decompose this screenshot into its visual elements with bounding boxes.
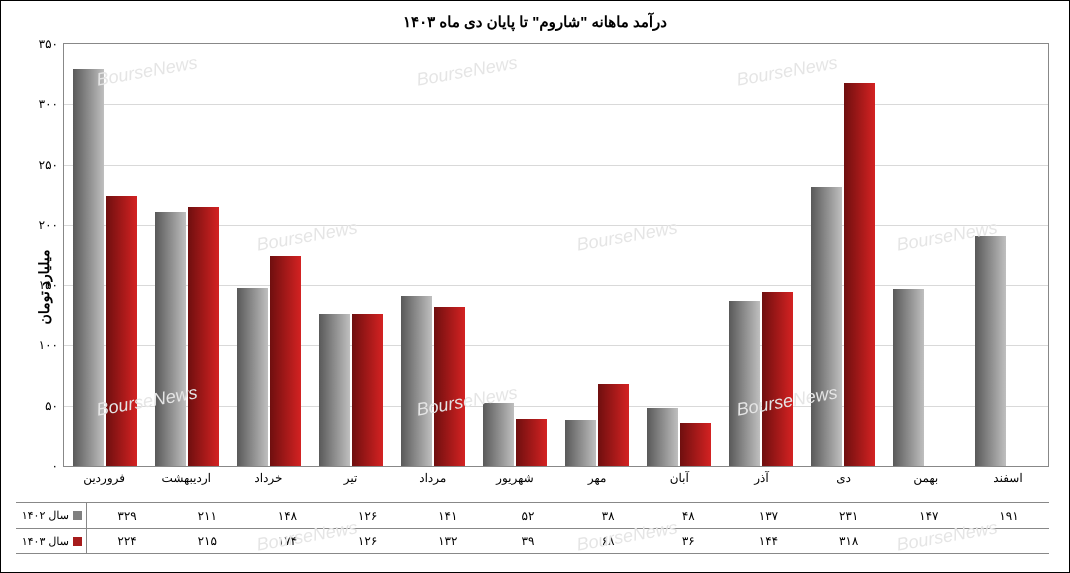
legend-swatch [73,511,82,520]
data-cell: ۱۴۱ [408,503,488,528]
data-cell: ۳۱۸ [809,529,889,553]
category-group [884,44,966,466]
bar [237,288,268,466]
data-cell: ۳۲۹ [87,503,167,528]
y-tick-label: ۲۵۰ [39,158,64,172]
x-axis-label: فروردین [63,471,145,485]
x-axis-label: مهر [556,471,638,485]
data-cell: ۱۴۴ [728,529,808,553]
data-cell: ۱۳۲ [408,529,488,553]
data-cell: ۶۸ [568,529,648,553]
data-cell: ۲۱۵ [167,529,247,553]
x-axis-labels: فروردیناردیبهشتخردادتیرمردادشهریورمهرآبا… [63,471,1049,485]
x-axis-label: آذر [720,471,802,485]
table-row: سال ۱۴۰۲ ۳۲۹۲۱۱۱۴۸۱۲۶۱۴۱۵۲۳۸۴۸۱۳۷۲۳۱۱۴۷۱۹… [16,502,1049,528]
plot-area: ۰۵۰۱۰۰۱۵۰۲۰۰۲۵۰۳۰۰۳۵۰ [63,43,1049,467]
bar [565,420,596,466]
x-axis-label: دی [803,471,885,485]
data-cell: ۱۹۱ [969,503,1049,528]
x-axis-label: مرداد [392,471,474,485]
legend-cell: سال ۱۴۰۲ [16,503,87,528]
category-group [228,44,310,466]
bar [188,207,219,466]
bar [73,69,104,466]
x-axis-label: اردیبهشت [145,471,227,485]
data-cells: ۳۲۹۲۱۱۱۴۸۱۲۶۱۴۱۵۲۳۸۴۸۱۳۷۲۳۱۱۴۷۱۹۱ [87,503,1049,528]
x-axis-label: شهریور [474,471,556,485]
data-cell: ۱۴۸ [247,503,327,528]
data-cell: ۱۲۶ [328,503,408,528]
y-tick-label: ۱۰۰ [39,338,64,352]
y-tick-label: ۵۰ [45,399,64,413]
data-cell [969,529,1049,553]
x-axis-label: خرداد [227,471,309,485]
bar [155,212,186,466]
bar [270,256,301,466]
legend-label: سال ۱۴۰۲ [22,509,69,522]
category-group [556,44,638,466]
bar [352,314,383,466]
bar [762,292,793,466]
bar [647,408,678,466]
bars-area [64,44,1048,466]
x-axis-label: آبان [638,471,720,485]
data-cell: ۲۳۱ [809,503,889,528]
chart-title: درآمد ماهانه "شاروم" تا پایان دی ماه ۱۴۰… [1,1,1069,39]
data-cell: ۱۲۶ [328,529,408,553]
y-tick-label: ۳۰۰ [39,97,64,111]
data-cell: ۳۹ [488,529,568,553]
data-cell: ۱۷۴ [247,529,327,553]
y-tick-label: ۳۵۰ [39,37,64,51]
bar [893,289,924,466]
category-group [802,44,884,466]
data-cell: ۱۴۷ [889,503,969,528]
bar [598,384,629,466]
legend-cell: سال ۱۴۰۳ [16,529,87,553]
x-axis-label: بهمن [885,471,967,485]
data-table: سال ۱۴۰۲ ۳۲۹۲۱۱۱۴۸۱۲۶۱۴۱۵۲۳۸۴۸۱۳۷۲۳۱۱۴۷۱۹… [16,502,1049,554]
bar [729,301,760,466]
legend-label: سال ۱۴۰۳ [22,535,69,548]
x-axis-label: تیر [310,471,392,485]
category-group [146,44,228,466]
category-group [720,44,802,466]
bar [975,236,1006,466]
data-cell: ۴۸ [648,503,728,528]
bar [106,196,137,466]
y-tick-label: ۲۰۰ [39,218,64,232]
category-group [474,44,556,466]
data-cells: ۲۲۴۲۱۵۱۷۴۱۲۶۱۳۲۳۹۶۸۳۶۱۴۴۳۱۸ [87,529,1049,553]
data-cell: ۲۲۴ [87,529,167,553]
bar [811,187,842,466]
data-cell: ۲۱۱ [167,503,247,528]
bar [401,296,432,466]
y-tick-label: ۱۵۰ [39,278,64,292]
x-axis-label: اسفند [967,471,1049,485]
chart-container: درآمد ماهانه "شاروم" تا پایان دی ماه ۱۴۰… [0,0,1070,573]
data-cell [889,529,969,553]
data-cell: ۳۶ [648,529,728,553]
bar [434,307,465,466]
data-cell: ۵۲ [488,503,568,528]
legend-swatch [73,537,82,546]
bar [844,83,875,466]
bar [516,419,547,466]
category-group [392,44,474,466]
category-group [64,44,146,466]
data-cell: ۳۸ [568,503,648,528]
table-row: سال ۱۴۰۳ ۲۲۴۲۱۵۱۷۴۱۲۶۱۳۲۳۹۶۸۳۶۱۴۴۳۱۸ [16,528,1049,554]
bar [483,403,514,466]
bar [680,423,711,466]
bar [319,314,350,466]
category-group [966,44,1048,466]
category-group [638,44,720,466]
category-group [310,44,392,466]
data-cell: ۱۳۷ [728,503,808,528]
